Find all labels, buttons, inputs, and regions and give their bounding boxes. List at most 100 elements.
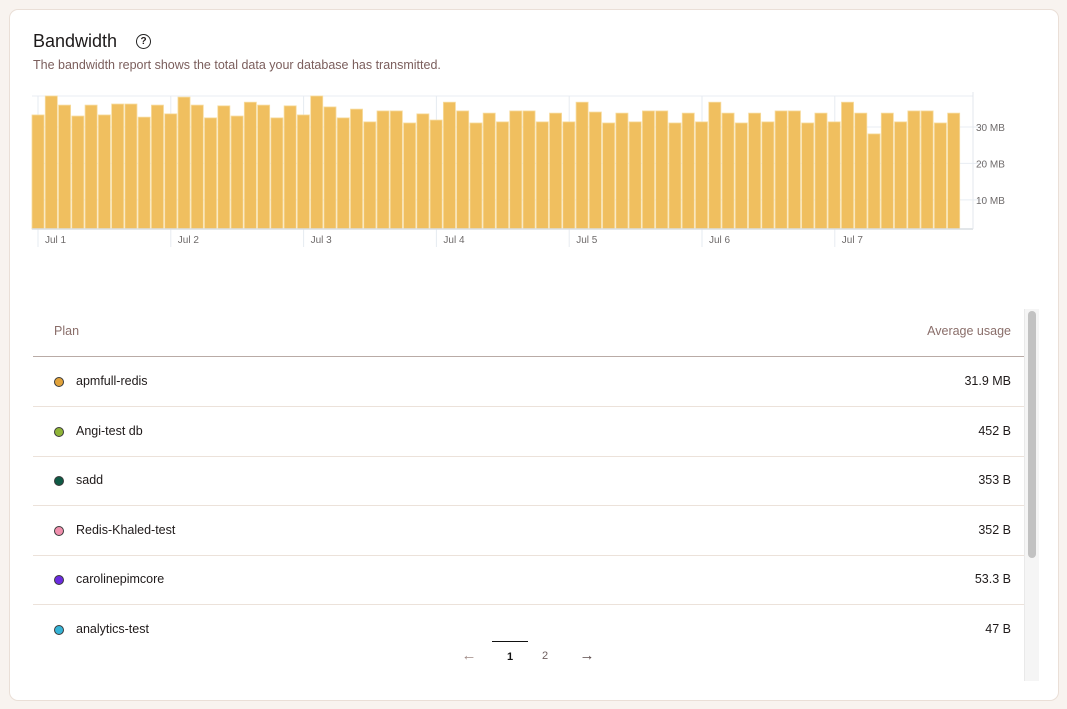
y-tick-label: 30 MB <box>976 123 1005 134</box>
bar <box>562 121 576 230</box>
bar <box>615 112 629 230</box>
bar <box>44 95 58 230</box>
bar <box>376 110 390 230</box>
bar <box>787 110 801 230</box>
plan-name: carolinepimcore <box>76 572 165 586</box>
header-plan[interactable]: Plan <box>54 324 80 338</box>
table-row[interactable]: analytics-test 47 B <box>33 605 1024 642</box>
page-2-button[interactable]: 2 <box>541 650 549 662</box>
bar <box>137 116 151 230</box>
x-tick-label: Jul 6 <box>709 235 731 246</box>
page-title: Bandwidth <box>33 31 118 51</box>
bar <box>403 122 417 230</box>
bar <box>151 104 164 230</box>
bandwidth-chart: Jul 1 Jul 2 Jul 3 Jul 4 Jul 5 Jul 6 Jul 7 10 MB… <box>31 92 1005 247</box>
bar <box>350 108 363 230</box>
bar <box>575 101 589 230</box>
bar <box>469 122 483 230</box>
y-tick-label: 10 MB <box>976 196 1005 207</box>
bar <box>416 113 430 230</box>
page-1-button[interactable]: 1 <box>492 641 528 672</box>
table-row[interactable]: sadd 353 B <box>33 456 1024 506</box>
bar <box>429 119 443 230</box>
bar <box>721 112 735 230</box>
plan-name: sadd <box>76 473 104 487</box>
bar <box>84 104 98 230</box>
question-circle-icon[interactable]: ? <box>136 34 151 49</box>
bar <box>456 110 470 230</box>
plan-usage: 53.3 B <box>974 572 1011 586</box>
bar <box>257 104 271 230</box>
plan-name: analytics-test <box>76 621 149 636</box>
bar <box>708 101 722 230</box>
bar <box>204 117 217 230</box>
plan-name: Angi-test db <box>76 423 143 438</box>
bar <box>774 110 788 230</box>
bar <box>894 121 908 230</box>
bar <box>588 111 602 230</box>
bar <box>655 110 669 230</box>
bar <box>164 113 178 230</box>
bar <box>363 121 377 230</box>
bar <box>31 114 45 230</box>
table-row[interactable]: Angi-test db 452 B <box>33 407 1024 457</box>
x-tick-label: Jul 3 <box>311 235 333 246</box>
bar <box>283 105 297 230</box>
plan-usage: 352 B <box>978 522 1011 537</box>
bar <box>549 112 563 230</box>
bar <box>217 105 231 230</box>
plans-table: Plan Average usage apmfull-redis 31.9 MB… <box>33 309 1024 641</box>
bar <box>695 121 708 230</box>
header-average-usage[interactable]: Average usage <box>927 324 1011 338</box>
plan-usage: 452 B <box>978 423 1011 438</box>
x-tick-label: Jul 2 <box>178 235 200 246</box>
x-tick-label: Jul 5 <box>576 235 598 246</box>
x-tick-label: Jul 1 <box>45 235 67 246</box>
plan-usage: 353 B <box>978 473 1011 487</box>
bar <box>734 122 748 230</box>
bar <box>177 96 191 230</box>
bar <box>442 101 456 230</box>
plan-color-dot <box>54 575 64 585</box>
arrow-right-icon[interactable]: → <box>579 647 595 664</box>
bar <box>801 122 815 230</box>
bar <box>111 103 125 230</box>
bar <box>920 110 934 230</box>
bar <box>947 112 961 230</box>
bar <box>482 112 496 230</box>
bar <box>854 112 868 230</box>
bar <box>58 104 72 230</box>
bar <box>681 112 695 230</box>
table-row[interactable]: Redis-Khaled-test 352 B <box>33 506 1024 556</box>
bar <box>509 110 523 230</box>
plan-color-dot <box>54 426 64 437</box>
plan-name: Redis-Khaled-test <box>76 522 176 537</box>
bar <box>827 121 841 230</box>
plan-color-dot <box>54 624 64 635</box>
y-tick-label: 20 MB <box>976 159 1005 170</box>
bar <box>602 122 616 230</box>
table-row[interactable]: carolinepimcore 53.3 B <box>33 555 1024 605</box>
bar <box>496 121 509 230</box>
x-tick-label: Jul 4 <box>443 235 465 246</box>
scrollbar-thumb[interactable] <box>1028 311 1036 558</box>
bar <box>814 112 828 230</box>
bar <box>270 117 284 230</box>
table-row[interactable]: apmfull-redis 31.9 MB <box>33 357 1024 407</box>
bar <box>880 112 894 230</box>
bar <box>230 115 244 230</box>
bar <box>522 110 536 230</box>
bar <box>867 133 881 230</box>
bar <box>190 104 204 230</box>
bar <box>933 122 947 230</box>
plan-usage: 31.9 MB <box>964 374 1011 388</box>
bar <box>97 114 111 230</box>
page-subtitle: The bandwidth report shows the total dat… <box>33 58 441 72</box>
arrow-left-icon[interactable]: ← <box>461 647 477 664</box>
plan-color-dot <box>54 525 64 536</box>
bar <box>243 101 257 230</box>
table-scrollbar[interactable] <box>1024 309 1039 681</box>
bar <box>761 121 775 230</box>
bar <box>296 114 310 230</box>
plan-usage: 47 B <box>985 621 1011 636</box>
